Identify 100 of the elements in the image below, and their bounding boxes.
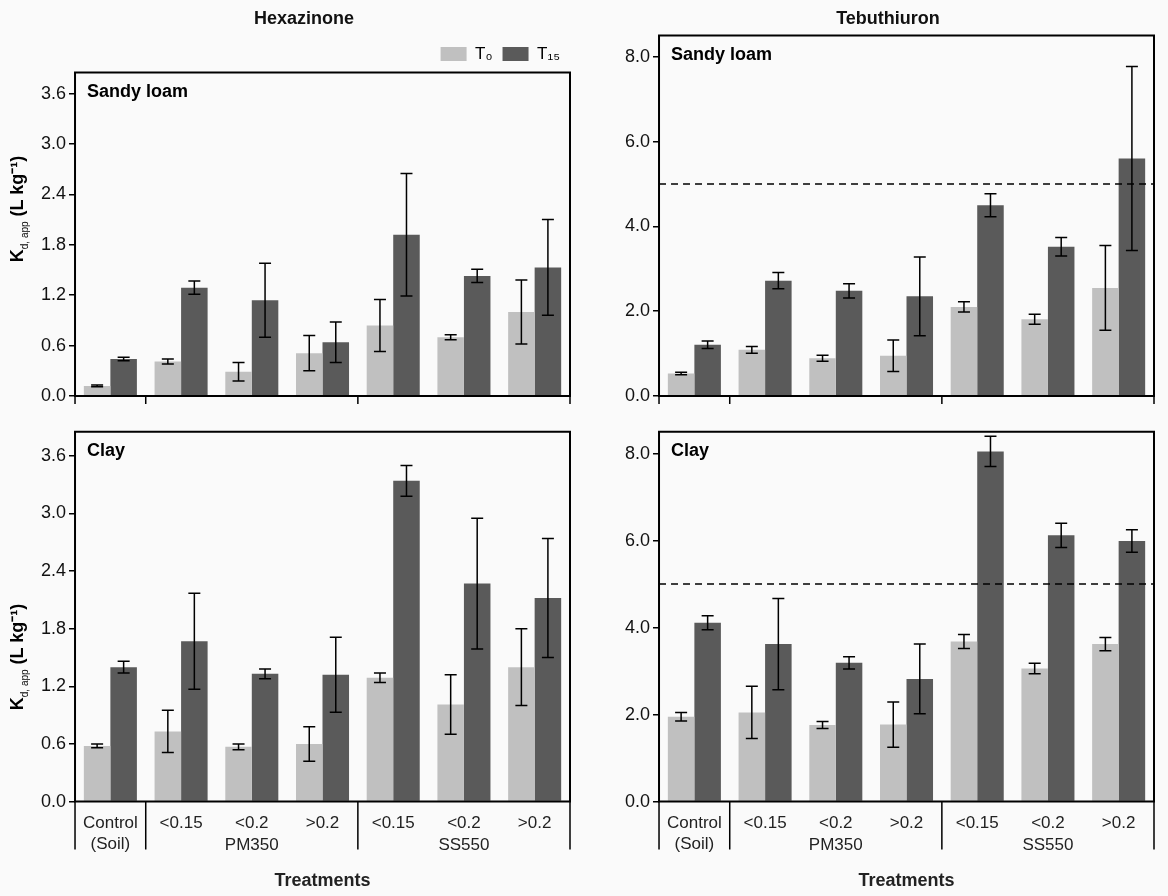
bar bbox=[154, 361, 182, 396]
bar bbox=[1092, 644, 1119, 801]
annotation: Clay bbox=[671, 439, 710, 460]
y-tick-label: 8.0 bbox=[624, 442, 651, 463]
bar bbox=[880, 724, 907, 801]
y-tick-label: 0.0 bbox=[624, 384, 651, 405]
y-tick-label: 1.2 bbox=[40, 675, 67, 696]
x-tick-label: Control (Soil) bbox=[666, 813, 722, 853]
bar bbox=[393, 234, 420, 396]
x-tick-label: <0.2 bbox=[1031, 813, 1065, 833]
bar bbox=[809, 725, 836, 801]
x-tick-label: >0.2 bbox=[305, 813, 340, 833]
text: PM350 bbox=[808, 835, 863, 855]
y-tick-label: 3.6 bbox=[40, 82, 67, 103]
bar bbox=[366, 325, 394, 396]
y-tick-label: 1.2 bbox=[40, 284, 67, 305]
bar bbox=[977, 451, 1004, 801]
text: SS550 bbox=[438, 835, 490, 855]
x-tick-label: <0.15 bbox=[159, 813, 203, 833]
legend-label: T₁₅ bbox=[537, 43, 560, 63]
bar bbox=[508, 667, 535, 801]
x-axis-title: Treatments bbox=[858, 870, 955, 891]
x-tick-label: <0.2 bbox=[819, 813, 853, 833]
x-tick-label: <0.15 bbox=[955, 813, 999, 833]
bar bbox=[251, 300, 279, 396]
y-tick-label: 4.0 bbox=[624, 616, 651, 637]
bar bbox=[110, 667, 137, 801]
bar bbox=[322, 342, 350, 396]
bar bbox=[225, 746, 252, 801]
legend-label: T₀ bbox=[475, 43, 493, 63]
y-tick-label: 2.4 bbox=[40, 183, 67, 204]
bar bbox=[251, 673, 279, 801]
bar bbox=[83, 745, 111, 801]
bar bbox=[1118, 158, 1146, 396]
y-tick-label: 3.6 bbox=[40, 444, 67, 465]
bar bbox=[738, 712, 766, 801]
bar bbox=[694, 344, 721, 396]
chart-title: Hexazinone bbox=[253, 7, 355, 28]
bar bbox=[393, 480, 420, 801]
y-tick-label: 2.0 bbox=[624, 703, 651, 724]
bar bbox=[1021, 319, 1048, 396]
bar bbox=[437, 337, 464, 396]
bar bbox=[1021, 668, 1048, 801]
x-tick-label: >0.2 bbox=[517, 813, 552, 833]
bar bbox=[1047, 535, 1075, 801]
bar bbox=[322, 674, 350, 801]
bar bbox=[738, 349, 766, 396]
x-axis-title: Treatments bbox=[274, 870, 371, 891]
x-tick-label: <0.15 bbox=[371, 813, 415, 833]
annotation: Clay bbox=[87, 439, 126, 460]
x-tick-label: Control (Soil) bbox=[82, 813, 138, 853]
y-tick-label: 1.8 bbox=[40, 617, 67, 638]
bar bbox=[977, 205, 1004, 396]
y-tick-label: 0.0 bbox=[40, 790, 67, 811]
y-tick-label: 6.0 bbox=[624, 130, 651, 151]
bar bbox=[765, 644, 792, 801]
chart-title: Tebuthiuron bbox=[836, 7, 940, 28]
bar bbox=[1118, 541, 1146, 801]
bar bbox=[463, 583, 491, 801]
bar bbox=[296, 743, 323, 801]
bar bbox=[296, 353, 323, 396]
bar bbox=[534, 267, 562, 396]
bar bbox=[181, 641, 208, 801]
y-tick-label: 0.6 bbox=[40, 334, 67, 355]
text: PM350 bbox=[224, 835, 279, 855]
bar bbox=[906, 296, 934, 396]
bar bbox=[463, 275, 491, 396]
bar bbox=[950, 306, 978, 396]
bar bbox=[809, 358, 836, 396]
y-tick-label: 8.0 bbox=[624, 45, 651, 66]
bar bbox=[1092, 287, 1119, 396]
bar bbox=[508, 312, 535, 396]
y-tick-label: 0.0 bbox=[40, 384, 67, 405]
bar bbox=[1047, 246, 1075, 396]
x-tick-label: <0.2 bbox=[235, 813, 269, 833]
bar bbox=[835, 290, 863, 396]
bar bbox=[110, 359, 137, 396]
y-tick-label: 2.0 bbox=[624, 300, 651, 321]
bar bbox=[366, 677, 394, 801]
text: SS550 bbox=[1022, 835, 1074, 855]
bar bbox=[906, 678, 934, 801]
bar bbox=[667, 716, 695, 801]
y-tick-label: 3.0 bbox=[40, 132, 67, 153]
bar bbox=[694, 622, 721, 801]
annotation: Sandy loam bbox=[671, 43, 773, 64]
bar bbox=[880, 355, 907, 396]
y-tick-label: 2.4 bbox=[40, 560, 67, 581]
bar bbox=[667, 373, 695, 396]
bar bbox=[835, 662, 863, 801]
x-tick-label: <0.15 bbox=[743, 813, 787, 833]
annotation: Sandy loam bbox=[87, 80, 189, 101]
x-tick-label: >0.2 bbox=[1101, 813, 1136, 833]
y-tick-label: 0.0 bbox=[624, 790, 651, 811]
bar bbox=[437, 704, 464, 801]
y-tick-label: 4.0 bbox=[624, 215, 651, 236]
x-tick-label: >0.2 bbox=[889, 813, 924, 833]
x-tick-label: <0.2 bbox=[447, 813, 481, 833]
bar bbox=[225, 371, 252, 396]
y-tick-label: 0.6 bbox=[40, 732, 67, 753]
bar bbox=[154, 731, 182, 801]
